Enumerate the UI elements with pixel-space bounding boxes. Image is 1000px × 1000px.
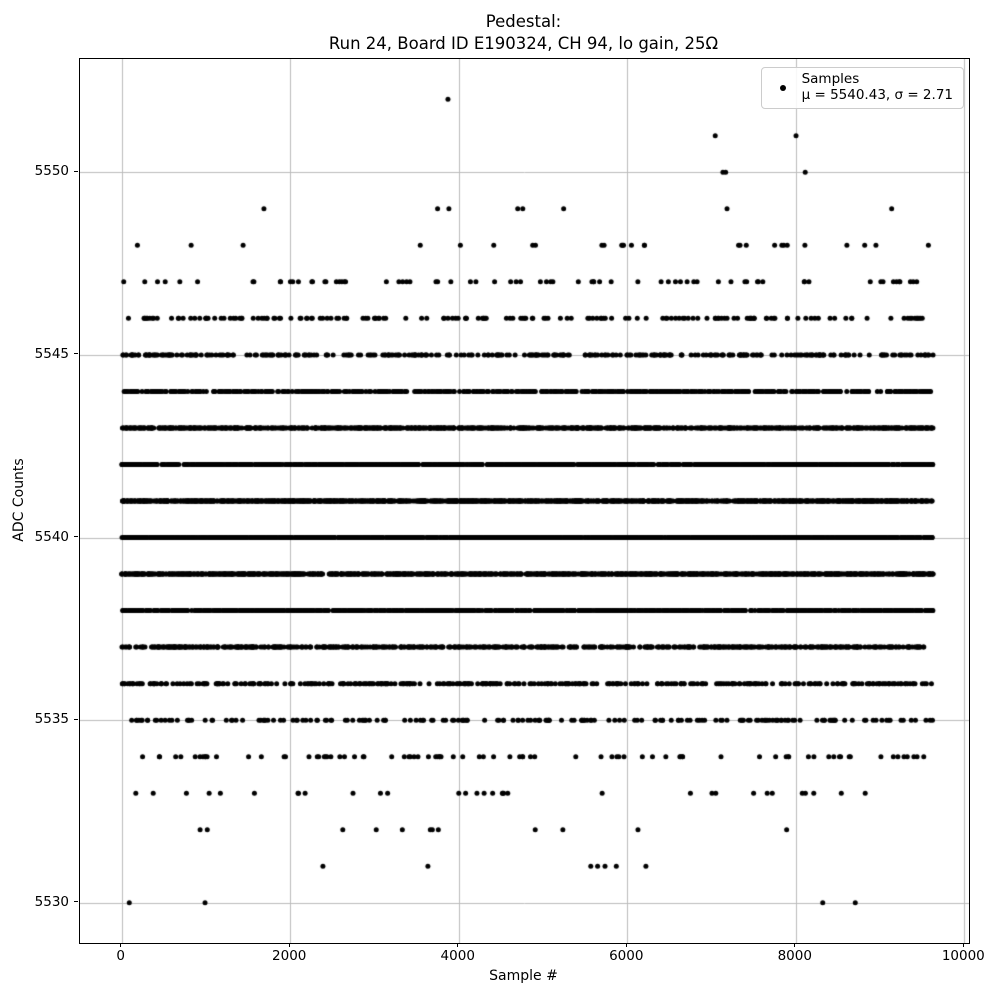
legend-label: Samples [801, 71, 860, 87]
chart-title-line2: Run 24, Board ID E190324, CH 94, lo gain… [328, 33, 719, 53]
x-tick-mark [120, 943, 122, 947]
y-tick-mark [74, 353, 78, 355]
legend-stats: μ = 5540.43, σ = 2.71 [801, 86, 953, 103]
x-tick-mark [288, 943, 290, 947]
x-tick-mark [794, 943, 796, 947]
legend-sample-dot-icon [779, 84, 786, 91]
chart-title: Pedestal: Run 24, Board ID E190324, CH 9… [79, 11, 968, 54]
y-tick-mark [74, 718, 78, 720]
y-tick-label: 5535 [34, 711, 69, 728]
legend: Samples μ = 5540.43, σ = 2.71 [760, 67, 964, 109]
x-tick-label: 6000 [609, 948, 644, 964]
x-tick-label: 2000 [272, 948, 307, 964]
plot-area: Samples μ = 5540.43, σ = 2.71 [79, 58, 970, 944]
plot-canvas [80, 59, 969, 943]
x-tick-label: 0 [116, 948, 125, 964]
x-tick-mark [625, 943, 627, 947]
x-tick-mark [457, 943, 459, 947]
x-tick-label: 10000 [941, 948, 985, 964]
x-tick-label: 8000 [777, 948, 812, 964]
y-tick-label: 5550 [34, 163, 69, 180]
legend-entries: Samples μ = 5540.43, σ = 2.71 [801, 71, 953, 103]
y-tick-label: 5540 [34, 528, 69, 545]
x-axis-label: Sample # [489, 968, 558, 984]
x-tick-label: 4000 [440, 948, 475, 964]
legend-marker [770, 84, 796, 91]
y-tick-mark [74, 536, 78, 538]
y-tick-mark [74, 901, 78, 903]
x-tick-mark [962, 943, 964, 947]
y-tick-label: 5530 [34, 893, 69, 910]
chart-title-line1: Pedestal: [485, 12, 562, 31]
y-tick-label: 5545 [34, 345, 69, 362]
y-tick-mark [74, 170, 78, 172]
